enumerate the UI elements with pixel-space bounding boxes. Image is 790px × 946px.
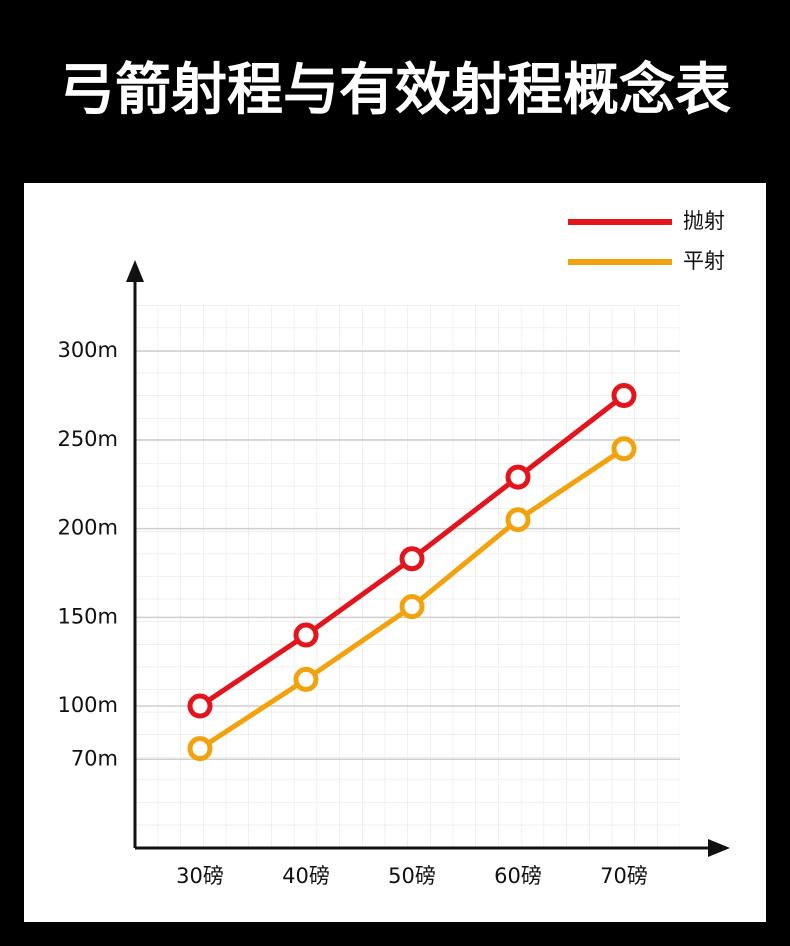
point	[293, 622, 319, 648]
y-arrow	[126, 260, 144, 282]
point	[505, 507, 531, 533]
plot: 70m 100m 150m 200m 250m 300m 30磅 40磅 50磅 60磅 70磅 抛射…	[57, 209, 725, 888]
point	[399, 546, 425, 572]
point	[611, 383, 637, 408]
point	[611, 436, 637, 462]
x-tick-label: 60磅	[494, 864, 542, 888]
legend-label: 抛射	[683, 209, 725, 233]
x-tick-label: 30磅	[176, 864, 224, 888]
y-tick-label: 150m	[57, 604, 118, 628]
x-arrow	[708, 839, 730, 857]
y-tick-label: 200m	[57, 516, 118, 540]
point	[399, 594, 425, 620]
point	[293, 666, 319, 692]
y-tick-label: 70m	[71, 746, 118, 770]
y-tick-label: 100m	[57, 693, 118, 717]
legend-label: 平射	[683, 249, 725, 273]
point	[187, 736, 213, 762]
x-tick-label: 50磅	[388, 864, 436, 888]
chart-title: 弓箭射程与有效射程概念表	[59, 58, 731, 123]
point	[187, 693, 213, 719]
y-tick-label: 300m	[57, 338, 118, 362]
x-tick-label: 40磅	[282, 864, 330, 888]
minor-grid	[135, 305, 680, 848]
x-tick-label: 70磅	[600, 864, 648, 888]
point	[505, 464, 531, 490]
y-tick-label: 250m	[57, 427, 118, 451]
